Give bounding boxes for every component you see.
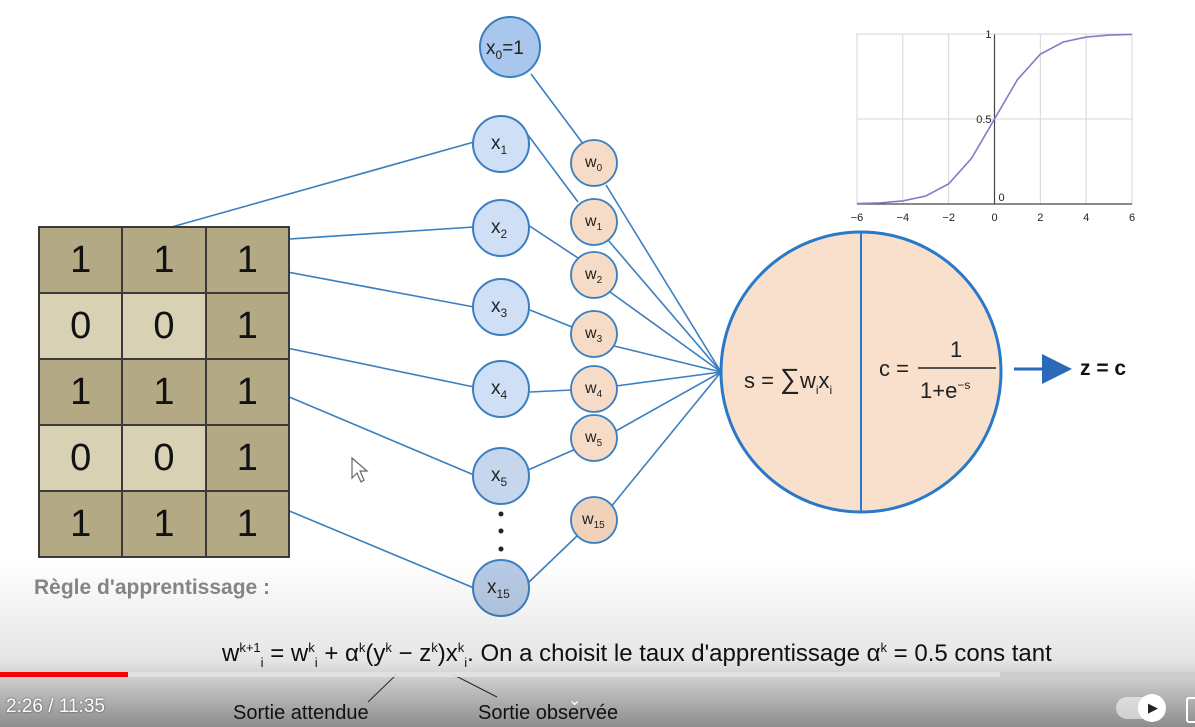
svg-text:x2: x2 xyxy=(491,217,508,241)
grid-cell: 1 xyxy=(204,490,291,558)
ellipsis-dots xyxy=(498,511,504,552)
svg-text:x4: x4 xyxy=(491,378,508,402)
weight-node: w15 xyxy=(570,496,618,544)
weight-node: w2 xyxy=(570,251,618,299)
svg-text:x15: x15 xyxy=(487,577,510,601)
activation-numerator: 1 xyxy=(950,337,962,362)
x-tick-label: 2 xyxy=(1037,212,1043,224)
input-node: x15 xyxy=(472,559,530,617)
progress-buffer xyxy=(0,672,1000,677)
activation-denominator: 1+e−s xyxy=(920,378,970,403)
grid-cell: 1 xyxy=(121,226,207,294)
x-tick-label: −4 xyxy=(897,212,910,224)
svg-text:x5: x5 xyxy=(491,465,508,489)
input-node: x2 xyxy=(472,199,530,257)
chart-grid xyxy=(856,33,1133,205)
autoplay-knob: ▶ xyxy=(1138,694,1166,722)
grid-cell: 1 xyxy=(37,358,124,426)
x-tick-label: 0 xyxy=(991,212,997,224)
grid-cell: 0 xyxy=(37,292,124,360)
svg-text:w3: w3 xyxy=(584,325,603,345)
sum-formula: s = ∑wixi xyxy=(744,363,832,397)
binary-grid: 1 1 1 0 0 1 1 1 1 0 0 1 1 1 1 xyxy=(37,226,291,558)
svg-text:w15: w15 xyxy=(581,511,605,531)
progress-bar[interactable] xyxy=(0,672,1195,677)
cursor-icon xyxy=(351,456,369,483)
input-node: x0=1 xyxy=(479,16,541,78)
weight-node: w4 xyxy=(570,365,618,413)
weight-node: w3 xyxy=(570,310,618,358)
x-tick-label: 4 xyxy=(1083,212,1089,224)
time-display: 2:26 / 11:35 xyxy=(6,696,105,717)
grid-cell: 1 xyxy=(121,358,207,426)
weight-node: w0 xyxy=(570,139,618,187)
play-icon: ▶ xyxy=(1148,700,1158,716)
learning-rule-formula: wk+1i = wki + αk(yk − zk)xki. On a chois… xyxy=(222,640,1052,670)
chart-ticks: −6 −4 −2 0 2 4 6 0 0.5 1 xyxy=(851,29,1135,224)
input-node: x1 xyxy=(472,115,530,173)
caption-expected-output: Sortie attendue xyxy=(233,702,369,724)
caption-observed-output: Sortie observée xyxy=(478,702,619,724)
grid-cell: 1 xyxy=(204,358,291,426)
x-tick-label: −2 xyxy=(942,212,955,224)
grid-cell: 1 xyxy=(204,292,291,360)
grid-cell: 0 xyxy=(37,424,124,492)
activation-lhs: c = xyxy=(879,356,909,381)
weight-connections xyxy=(527,73,722,584)
autoplay-toggle[interactable]: ▶ xyxy=(1116,694,1166,722)
sigmoid-curve xyxy=(856,33,1133,205)
grid-cell: 1 xyxy=(121,490,207,558)
svg-text:w5: w5 xyxy=(584,429,603,449)
y-tick-label: 0 xyxy=(999,192,1005,204)
weight-nodes: w0 w1 w2 w3 w4 w5 w15 xyxy=(570,139,618,544)
sigmoid-chart: −6 −4 −2 0 2 4 6 0 0.5 1 xyxy=(851,29,1135,224)
grid-cell: 1 xyxy=(37,226,124,294)
grid-cell: 1 xyxy=(204,226,291,294)
progress-played xyxy=(0,672,129,677)
x-tick-label: 6 xyxy=(1129,212,1135,224)
x-tick-label: −6 xyxy=(851,212,864,224)
weight-node: w1 xyxy=(570,198,618,246)
weight-node: w5 xyxy=(570,414,618,462)
grid-cell: 0 xyxy=(121,292,207,360)
grid-cell: 1 xyxy=(204,424,291,492)
svg-text:x1: x1 xyxy=(491,133,508,157)
svg-text:w4: w4 xyxy=(584,380,603,400)
input-node: x3 xyxy=(472,278,530,336)
input-nodes: x0=1 x1 x2 x3 x4 x5 x15 xyxy=(472,16,541,617)
svg-text:x0=1: x0=1 xyxy=(486,38,524,62)
grid-cell: 0 xyxy=(121,424,207,492)
observed-pointer xyxy=(451,673,498,698)
svg-text:w2: w2 xyxy=(584,266,603,286)
expected-pointer xyxy=(367,673,398,703)
subtitles-button[interactable] xyxy=(1186,697,1195,723)
svg-text:x3: x3 xyxy=(491,296,508,320)
y-tick-label: 1 xyxy=(985,29,991,41)
neuron: s = ∑wixi c = 1 1+e−s xyxy=(719,230,1003,514)
input-node: x4 xyxy=(472,360,530,418)
grid-cell: 1 xyxy=(37,490,124,558)
formula-w-new: wk+1i xyxy=(222,640,264,670)
output-label: z = c xyxy=(1080,357,1126,380)
chevron-down-icon[interactable]: ⌄ xyxy=(568,690,582,709)
rule-title: Règle d'apprentissage : xyxy=(34,576,271,599)
y-tick-label: 0.5 xyxy=(976,114,991,126)
svg-text:w1: w1 xyxy=(584,213,603,233)
input-node: x5 xyxy=(472,447,530,505)
svg-text:w0: w0 xyxy=(584,154,603,174)
